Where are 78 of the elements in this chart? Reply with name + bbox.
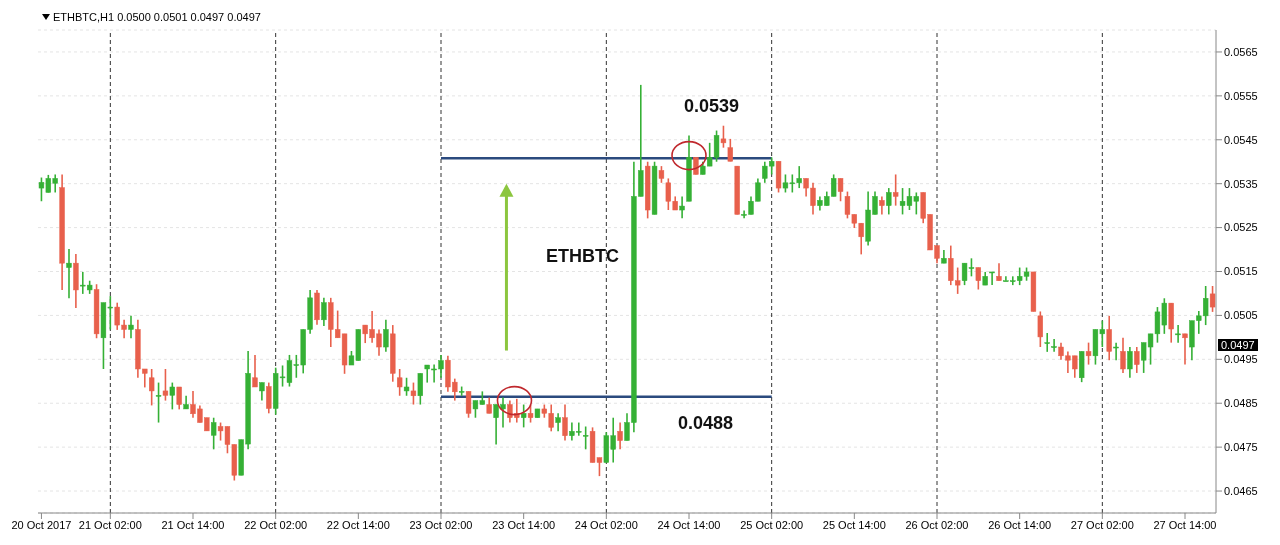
candlestick [886, 187, 892, 216]
candlestick [417, 372, 423, 406]
candlestick [521, 403, 527, 429]
x-tick-label: 27 Oct 14:00 [1153, 518, 1217, 531]
candlestick [176, 386, 182, 411]
x-tick-label: 22 Oct 02:00 [244, 518, 308, 531]
x-tick-label: 21 Oct 14:00 [161, 518, 225, 531]
x-tick-label: 27 Oct 02:00 [1070, 518, 1134, 531]
candlestick [555, 412, 561, 433]
candlestick [149, 368, 155, 407]
x-tick-label: 23 Oct 14:00 [492, 518, 556, 531]
chart-title: ETHBTC,H1 0.0500 0.0501 0.0497 0.0497 [53, 11, 261, 23]
candlestick [403, 376, 410, 397]
y-tick-label: 0.0485 [1224, 397, 1258, 410]
candlestick [720, 124, 727, 149]
candlestick [562, 403, 568, 442]
candlestick [893, 173, 899, 207]
annotation: 0.0488 [678, 413, 734, 434]
candlestick [169, 381, 175, 411]
y-tick-label: 0.0495 [1224, 353, 1258, 366]
candlestick [321, 297, 327, 327]
candlestick [1120, 337, 1126, 374]
x-tick-label: 26 Oct 14:00 [988, 518, 1052, 531]
x-tick-label: 25 Oct 14:00 [822, 518, 886, 531]
candlestick [1106, 315, 1112, 361]
candlestick [266, 381, 272, 415]
candlestick [1037, 310, 1043, 348]
y-tick-label: 0.0565 [1224, 45, 1258, 58]
candlestick [383, 319, 389, 353]
candlestick [617, 421, 623, 451]
x-tick-label: 21 Oct 02:00 [78, 518, 142, 531]
candlestick [493, 403, 499, 446]
y-tick-label: 0.0535 [1224, 177, 1258, 190]
y-tick-label: 0.0545 [1224, 133, 1258, 146]
annotation: ETHBTC [546, 246, 619, 267]
x-tick-label: 25 Oct 02:00 [740, 518, 804, 531]
y-tick-label: 0.0475 [1224, 441, 1258, 454]
y-tick-label: 0.0465 [1224, 484, 1258, 497]
candlestick [837, 177, 844, 203]
candlestick [128, 315, 134, 340]
candlestick [583, 425, 589, 451]
candlestick [975, 266, 981, 291]
candlestick [1182, 333, 1188, 366]
candlestick [1044, 332, 1050, 353]
candlestick [996, 262, 1002, 282]
y-tick-label: 0.0525 [1224, 221, 1258, 234]
candlestick [1209, 285, 1216, 313]
candlestick [397, 368, 403, 397]
candlestick [162, 368, 169, 402]
candlestick [1051, 338, 1057, 353]
candlestick [727, 138, 733, 163]
x-tick-label: 26 Oct 02:00 [905, 518, 969, 531]
candlestick [1113, 341, 1119, 361]
candlestick [66, 248, 72, 300]
candlestick [410, 381, 417, 406]
x-tick-label: 20 Oct 2017 [11, 518, 72, 531]
candlestick [1127, 346, 1133, 379]
x-tick-label: 22 Oct 14:00 [326, 518, 390, 531]
x-tick-label: 23 Oct 02:00 [409, 518, 473, 531]
candlestick [1085, 341, 1092, 366]
candlestick [679, 195, 685, 220]
candlestick [879, 195, 885, 216]
candlestick [155, 381, 162, 424]
y-tick-label: 0.0515 [1224, 265, 1258, 278]
x-tick-label: 24 Oct 14:00 [657, 518, 721, 531]
candlestick [465, 390, 472, 419]
candlestick [989, 271, 995, 286]
annotation: 0.0539 [684, 96, 740, 117]
y-tick-label: 0.0555 [1224, 89, 1258, 102]
x-tick-label: 24 Oct 02:00 [574, 518, 638, 531]
candlestick [259, 381, 265, 402]
y-tick-label: 0.0505 [1224, 309, 1258, 322]
candlestick [500, 396, 506, 429]
text: 0.0497 [1218, 339, 1258, 351]
candlestick [211, 416, 217, 451]
candlestick [1175, 324, 1181, 344]
candlestick [252, 354, 258, 388]
candlestick [1134, 346, 1140, 374]
